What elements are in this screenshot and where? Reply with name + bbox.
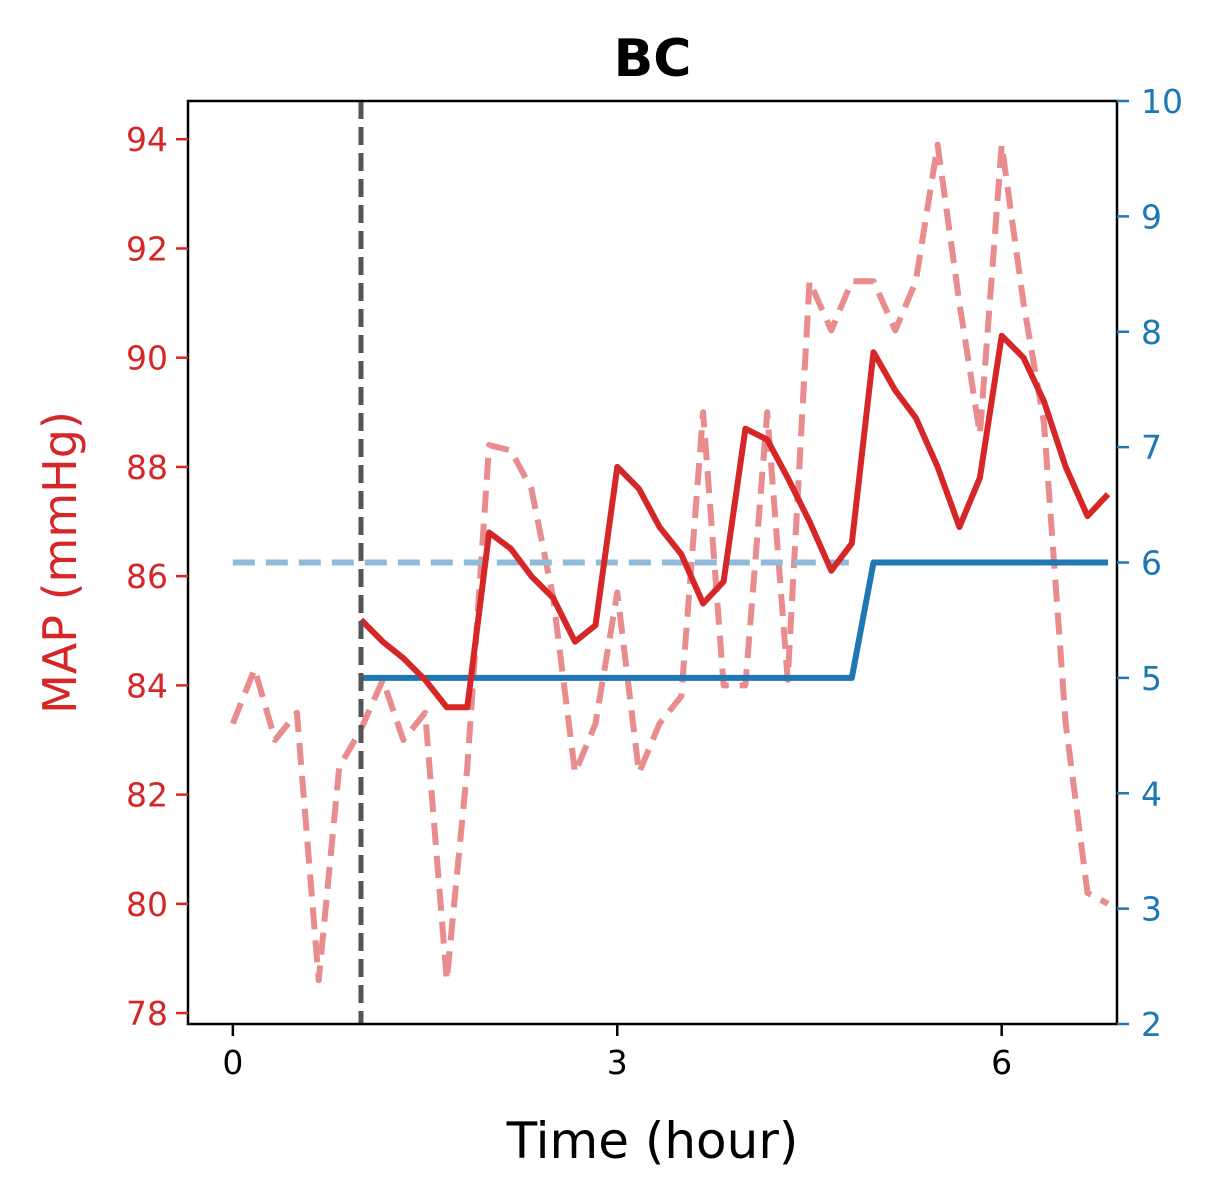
y-right-axis-ticks: 2 3 4 5 6 7 8 9 10 [1117,82,1183,1044]
series-layer [230,141,1111,984]
y-right-tick-label: 5 [1141,659,1162,698]
x-tick-label: 0 [222,1043,243,1082]
y-left-tick-label: 80 [126,885,168,924]
y-right-tick-label: 9 [1141,197,1162,236]
observed-map-line [230,141,1110,984]
y-right-tick-label: 6 [1141,544,1162,583]
y-right-tick-label: 10 [1141,82,1183,121]
y-right-tick-label: 3 [1141,890,1162,929]
y-left-axis-ticks: 78 80 82 84 86 88 90 92 94 [126,120,188,1033]
y-right-tick-label: 7 [1141,428,1162,467]
predicted-map-line [358,332,1111,711]
x-axis-ticks: 0 3 6 [222,1024,1012,1082]
chart-title: BC [614,29,692,89]
dose-line [361,559,1108,681]
y-left-tick-label: 90 [126,339,168,378]
y-left-tick-label: 78 [126,994,168,1033]
y-left-tick-label: 84 [126,666,168,705]
y-left-tick-label: 88 [126,448,168,487]
y-left-tick-label: 92 [126,229,168,268]
x-tick-label: 3 [607,1043,628,1082]
y-left-tick-label: 82 [126,776,168,815]
y-left-tick-label: 94 [126,120,168,159]
y-right-tick-label: 4 [1141,774,1162,813]
y-left-tick-label: 86 [126,557,168,596]
y-right-tick-label: 2 [1141,1005,1162,1044]
x-axis-label: Time (hour) [506,1112,799,1170]
x-tick-label: 6 [991,1043,1012,1082]
y-right-tick-label: 8 [1141,313,1162,352]
y-axis-label: MAP (mmHg) [33,411,87,714]
